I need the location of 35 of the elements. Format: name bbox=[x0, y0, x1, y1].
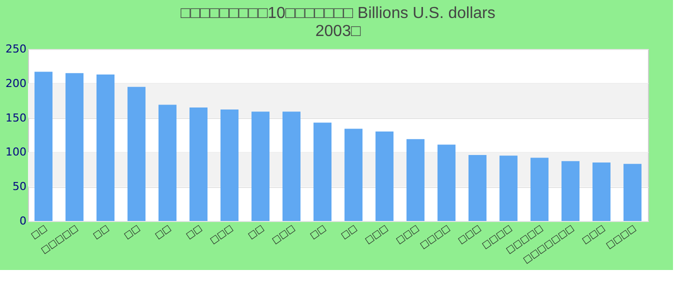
bar bbox=[406, 139, 424, 221]
bar bbox=[96, 74, 114, 221]
x-tick-label: □□ bbox=[154, 224, 174, 242]
bar bbox=[128, 86, 146, 221]
bar bbox=[282, 112, 300, 221]
y-tick-label: 150 bbox=[6, 111, 26, 124]
x-tick-label: □□ bbox=[340, 224, 360, 242]
y-tick-label: 100 bbox=[6, 146, 26, 159]
y-tick-label: 200 bbox=[6, 76, 26, 90]
bar bbox=[158, 104, 176, 221]
bar bbox=[344, 128, 362, 221]
x-tick-label: □□ bbox=[184, 224, 204, 242]
text: □□□□□□□□□10□□□□□□□ Billions U.S. dollars bbox=[180, 5, 496, 22]
bar bbox=[530, 158, 548, 221]
bar bbox=[438, 144, 456, 221]
x-tick-label: □□ bbox=[308, 224, 328, 242]
x-tick-label: □□ bbox=[92, 224, 112, 242]
bar bbox=[314, 122, 332, 221]
bar bbox=[500, 156, 518, 221]
bar bbox=[376, 132, 394, 221]
bar bbox=[562, 161, 580, 221]
y-tick-label: 250 bbox=[6, 42, 26, 56]
x-tick-label: □□ bbox=[246, 224, 266, 242]
x-tick-label: □□ bbox=[122, 224, 142, 242]
bar bbox=[468, 154, 486, 221]
text: 2003□ bbox=[315, 23, 361, 40]
bar bbox=[190, 107, 208, 221]
y-tick-label: 50 bbox=[12, 180, 26, 194]
bar bbox=[220, 110, 238, 221]
y-tick-label: 0 bbox=[20, 214, 26, 228]
bar bbox=[252, 112, 270, 221]
bar bbox=[624, 164, 642, 221]
bar bbox=[34, 72, 52, 221]
bar bbox=[592, 162, 610, 221]
bar bbox=[66, 73, 84, 221]
